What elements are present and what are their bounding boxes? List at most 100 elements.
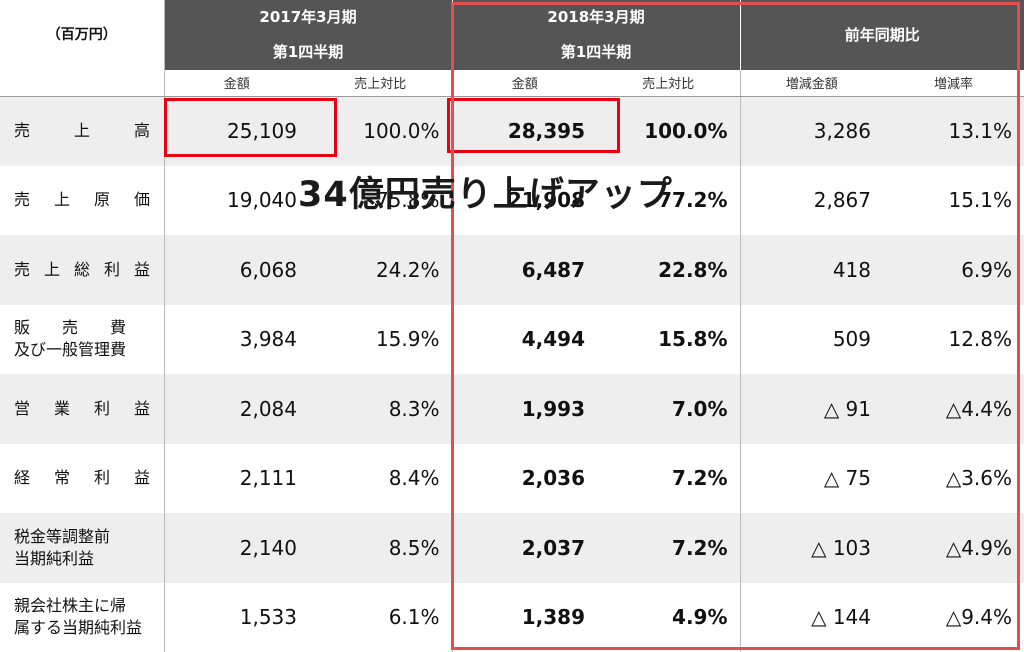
ratio-2018-cell: 7.2%: [597, 513, 740, 583]
change-amount-cell: △ 91: [739, 374, 883, 444]
ratio-2017-cell: 8.5%: [309, 513, 452, 583]
ratio-2017-cell: 6.1%: [388, 605, 440, 630]
row-label-char: 売: [14, 190, 31, 210]
amount-2018-cell: 1,993: [451, 374, 597, 444]
row-label-justified: 売上原価: [14, 189, 150, 211]
fy2018-title: 2018年3月期: [451, 0, 740, 34]
amount-2017-cell: 2,140: [164, 513, 309, 583]
change-amount-cell: △ 103: [739, 513, 883, 583]
ratio-2017-cell: 100.0%: [309, 96, 452, 166]
row-label-char: 利: [93, 398, 110, 418]
ratio-2018-cell: 15.8%: [658, 327, 728, 352]
table-body: 売上高 25,109 100.0% 28,395 100.0% 3,286 13.1% 売上原…: [0, 96, 1024, 652]
row-label-justified: 営業利益: [14, 398, 150, 420]
table-row: 販 売 費及び一般管理費 3,984 15.9% 4,494 15.8% 509 12.8%: [0, 304, 1024, 374]
ratio-2018-cell: 77.2%: [658, 188, 728, 213]
ratio-2018-cell: 7.0%: [597, 374, 740, 444]
ratio-2017-cell: 24.2%: [309, 235, 452, 305]
row-label-char: 益: [133, 468, 150, 488]
table-row: 税金等調整前 当期純利益 2,140 8.5% 2,037 7.2% △ 103 △4.9%: [0, 513, 1024, 583]
row-label-char: 益: [133, 398, 150, 418]
row-label-char: 常: [53, 468, 70, 488]
change-amount-cell: 3,286: [739, 96, 883, 166]
subheader-amount-2018: 金額: [451, 70, 597, 97]
row-label-char: 総: [73, 259, 90, 279]
amount-2018-cell: 2,037: [451, 513, 597, 583]
amount-2017-cell: 2,084: [164, 374, 309, 444]
change-amount-cell: △ 144: [739, 582, 883, 652]
row-label: 売上原価: [0, 165, 165, 235]
change-amount-cell: 509: [739, 304, 883, 374]
amount-2018-cell: 28,395: [451, 96, 597, 166]
row-label-line: 税金等調整前: [14, 526, 111, 546]
row-label-char: 利: [103, 259, 120, 279]
row-label-char: 上: [53, 190, 70, 210]
row-label-char: 利: [93, 468, 110, 488]
row-label-char: 上: [73, 121, 90, 140]
row-label-char: 原: [93, 190, 110, 210]
row-label-char: 売: [14, 121, 31, 140]
subheader-empty: [0, 70, 165, 97]
table-row: 売 上 原 価 19,040 75.8% 21,908 77.2% 2,867 15.1%: [0, 165, 1024, 235]
amount-2018-cell: 4,494: [451, 304, 597, 374]
row-label-line: 属する当期純利益: [14, 618, 143, 638]
amount-2017-cell: 2,111: [239, 466, 297, 491]
amount-2017-cell: 25,109: [164, 96, 309, 166]
row-label-justified: 売上高: [14, 120, 150, 142]
ratio-2017-cell: 75.8%: [375, 188, 440, 213]
row-label-char: 高: [133, 121, 150, 140]
row-label-char: 価: [133, 190, 150, 210]
ratio-2017-cell: 8.4%: [388, 466, 440, 491]
change-rate-cell: 12.8%: [948, 327, 1013, 352]
amount-2017-cell: 1,533: [239, 605, 297, 630]
ratio-2018-cell: 100.0%: [597, 96, 740, 166]
subheader-change-rate: 増減率: [883, 70, 1024, 97]
change-rate-cell: △4.4%: [883, 374, 1024, 444]
row-label-justified: 経常利益: [14, 467, 150, 489]
change-rate-cell: △4.9%: [883, 513, 1024, 583]
unit-label: （百万円）: [0, 0, 165, 70]
change-rate-cell: 15.1%: [948, 188, 1013, 213]
row-label-line: 及び一般管理費: [14, 340, 127, 360]
row-label-justified: 売上総利益: [14, 259, 150, 281]
ratio-2018-cell: 4.9%: [672, 605, 728, 630]
row-label-line: 親会社株主に帰: [14, 596, 127, 616]
ratio-2018-cell: 7.2%: [672, 466, 728, 491]
fy2017-quarter: 第1四半期: [163, 34, 452, 70]
amount-2018-cell: 6,487: [451, 235, 597, 305]
subheader-ratio-2018: 売上対比: [597, 70, 740, 97]
subheader-change-amount: 増減金額: [739, 70, 883, 97]
change-rate-cell: 13.1%: [883, 96, 1024, 166]
fy2017-title: 2017年3月期: [163, 0, 452, 34]
yoy-title: 前年同期比: [739, 0, 1024, 70]
amount-2018-cell: 2,036: [451, 443, 597, 513]
amount-2017-cell: 3,984: [239, 327, 297, 352]
ratio-2017-cell: 15.9%: [375, 327, 440, 352]
change-amount-cell: 418: [739, 235, 883, 305]
ratio-2017-cell: 8.3%: [309, 374, 452, 444]
row-label-line: 販 売 費: [14, 318, 127, 338]
row-label-char: 売: [14, 259, 31, 279]
row-label: 経常利益: [0, 443, 165, 513]
amount-2018-cell: 21,908: [451, 165, 597, 235]
change-rate-cell: 6.9%: [883, 235, 1024, 305]
subheader-amount-2017: 金額: [164, 70, 309, 97]
amount-2018-cell: 1,389: [451, 582, 597, 652]
row-label: 営業利益: [0, 374, 165, 444]
change-rate-cell: △3.6%: [945, 466, 1013, 491]
fy2018-quarter: 第1四半期: [451, 34, 740, 70]
table-row: 売上高 25,109 100.0% 28,395 100.0% 3,286 13.1%: [0, 96, 1024, 166]
row-label-line: 当期純利益: [14, 548, 95, 568]
row-label-char: 業: [53, 398, 70, 418]
row-label: 売上総利益: [0, 235, 165, 305]
row-label: 売上高: [0, 96, 165, 166]
table-row: 売上総利益 6,068 24.2% 6,487 22.8% 418 6.9%: [0, 235, 1024, 305]
ratio-2018-cell: 22.8%: [597, 235, 740, 305]
table-row: 親会社株主に帰 属する当期純利益 1,533 6.1% 1,389 4.9% △ 144 △9…: [0, 582, 1024, 652]
change-amount-cell: 2,867: [739, 165, 883, 235]
change-amount-cell: △ 75: [739, 443, 883, 513]
row-label-char: 営: [14, 398, 31, 418]
amount-2017-cell: 6,068: [164, 235, 309, 305]
table-row: 営 業 利 益 2,084 8.3% 1,993 7.0% △ 91 △4.4%: [0, 374, 1024, 444]
